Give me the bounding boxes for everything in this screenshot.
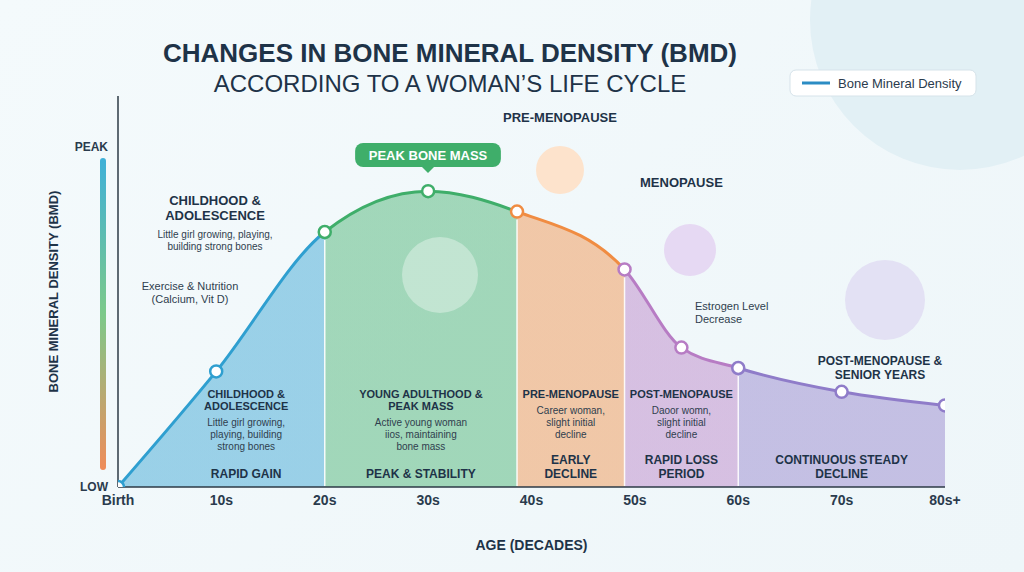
svg-text:CHANGES IN BONE MINERAL DENSIT: CHANGES IN BONE MINERAL DENSITY (BMD) <box>163 38 737 68</box>
svg-text:strong bones: strong bones <box>217 441 275 452</box>
svg-text:MENOPAUSE: MENOPAUSE <box>640 175 723 190</box>
svg-text:building strong bones: building strong bones <box>167 241 262 252</box>
svg-text:PERIOD: PERIOD <box>658 467 704 481</box>
svg-text:decline: decline <box>555 429 587 440</box>
svg-text:RAPID GAIN: RAPID GAIN <box>211 467 282 481</box>
svg-text:RAPID LOSS: RAPID LOSS <box>645 453 718 467</box>
svg-text:40s: 40s <box>520 492 544 508</box>
svg-text:decline: decline <box>666 429 698 440</box>
svg-text:CONTINUOUS STEADY: CONTINUOUS STEADY <box>775 453 908 467</box>
svg-text:Little girl growing,: Little girl growing, <box>207 417 285 428</box>
svg-text:PEAK: PEAK <box>75 140 109 154</box>
svg-text:Exercise & Nutrition: Exercise & Nutrition <box>142 280 239 292</box>
svg-text:(Calcium, Vit D): (Calcium, Vit D) <box>152 293 229 305</box>
svg-text:30s: 30s <box>416 492 440 508</box>
svg-text:POST-MENOPAUSE &: POST-MENOPAUSE & <box>818 354 943 368</box>
svg-text:PEAK & STABILITY: PEAK & STABILITY <box>366 467 476 481</box>
svg-text:SENIOR YEARS: SENIOR YEARS <box>835 368 925 382</box>
svg-text:PRE-MENOPAUSE: PRE-MENOPAUSE <box>523 388 619 400</box>
svg-text:DECLINE: DECLINE <box>815 467 868 481</box>
svg-text:70s: 70s <box>830 492 854 508</box>
svg-text:DECLINE: DECLINE <box>544 467 597 481</box>
svg-text:Career woman,: Career woman, <box>537 405 605 416</box>
svg-text:Active young woman: Active young woman <box>375 417 467 428</box>
svg-text:ACCORDING TO A WOMAN’S LIFE CY: ACCORDING TO A WOMAN’S LIFE CYCLE <box>214 70 687 97</box>
svg-text:BONE MINERAL DENSITY (BMD): BONE MINERAL DENSITY (BMD) <box>46 191 61 393</box>
svg-text:PEAK MASS: PEAK MASS <box>388 400 453 412</box>
svg-text:PRE-MENOPAUSE: PRE-MENOPAUSE <box>503 110 617 125</box>
svg-text:iios, maintaining: iios, maintaining <box>385 429 457 440</box>
svg-text:Bone Mineral Density: Bone Mineral Density <box>838 76 962 91</box>
svg-text:10s: 10s <box>210 492 234 508</box>
svg-text:slight initial: slight initial <box>546 417 595 428</box>
svg-text:ADOLESCENCE: ADOLESCENCE <box>165 208 265 223</box>
svg-text:80s+: 80s+ <box>929 492 961 508</box>
svg-text:50s: 50s <box>623 492 647 508</box>
svg-text:ADOLESCENCE: ADOLESCENCE <box>204 400 288 412</box>
svg-text:20s: 20s <box>313 492 337 508</box>
svg-text:YOUNG ADULTHOOD &: YOUNG ADULTHOOD & <box>359 388 482 400</box>
svg-text:60s: 60s <box>727 492 751 508</box>
svg-text:Decrease: Decrease <box>695 313 742 325</box>
svg-text:AGE (DECADES): AGE (DECADES) <box>475 537 587 553</box>
svg-text:LOW: LOW <box>80 480 109 494</box>
svg-text:CHILDHOOD &: CHILDHOOD & <box>169 193 261 208</box>
svg-text:PEAK BONE MASS: PEAK BONE MASS <box>369 148 488 163</box>
svg-text:bone mass: bone mass <box>396 441 445 452</box>
svg-text:slight initial: slight initial <box>657 417 706 428</box>
svg-text:playing, building: playing, building <box>210 429 282 440</box>
svg-text:POST-MENOPAUSE: POST-MENOPAUSE <box>630 388 733 400</box>
svg-text:Little girl growing, playing,: Little girl growing, playing, <box>157 229 272 240</box>
svg-text:Birth: Birth <box>102 492 135 508</box>
svg-text:Estrogen Level: Estrogen Level <box>695 300 768 312</box>
svg-text:CHILDHOOD &: CHILDHOOD & <box>207 388 285 400</box>
svg-text:Daoor womn,: Daoor womn, <box>652 405 711 416</box>
svg-text:EARLY: EARLY <box>551 453 591 467</box>
